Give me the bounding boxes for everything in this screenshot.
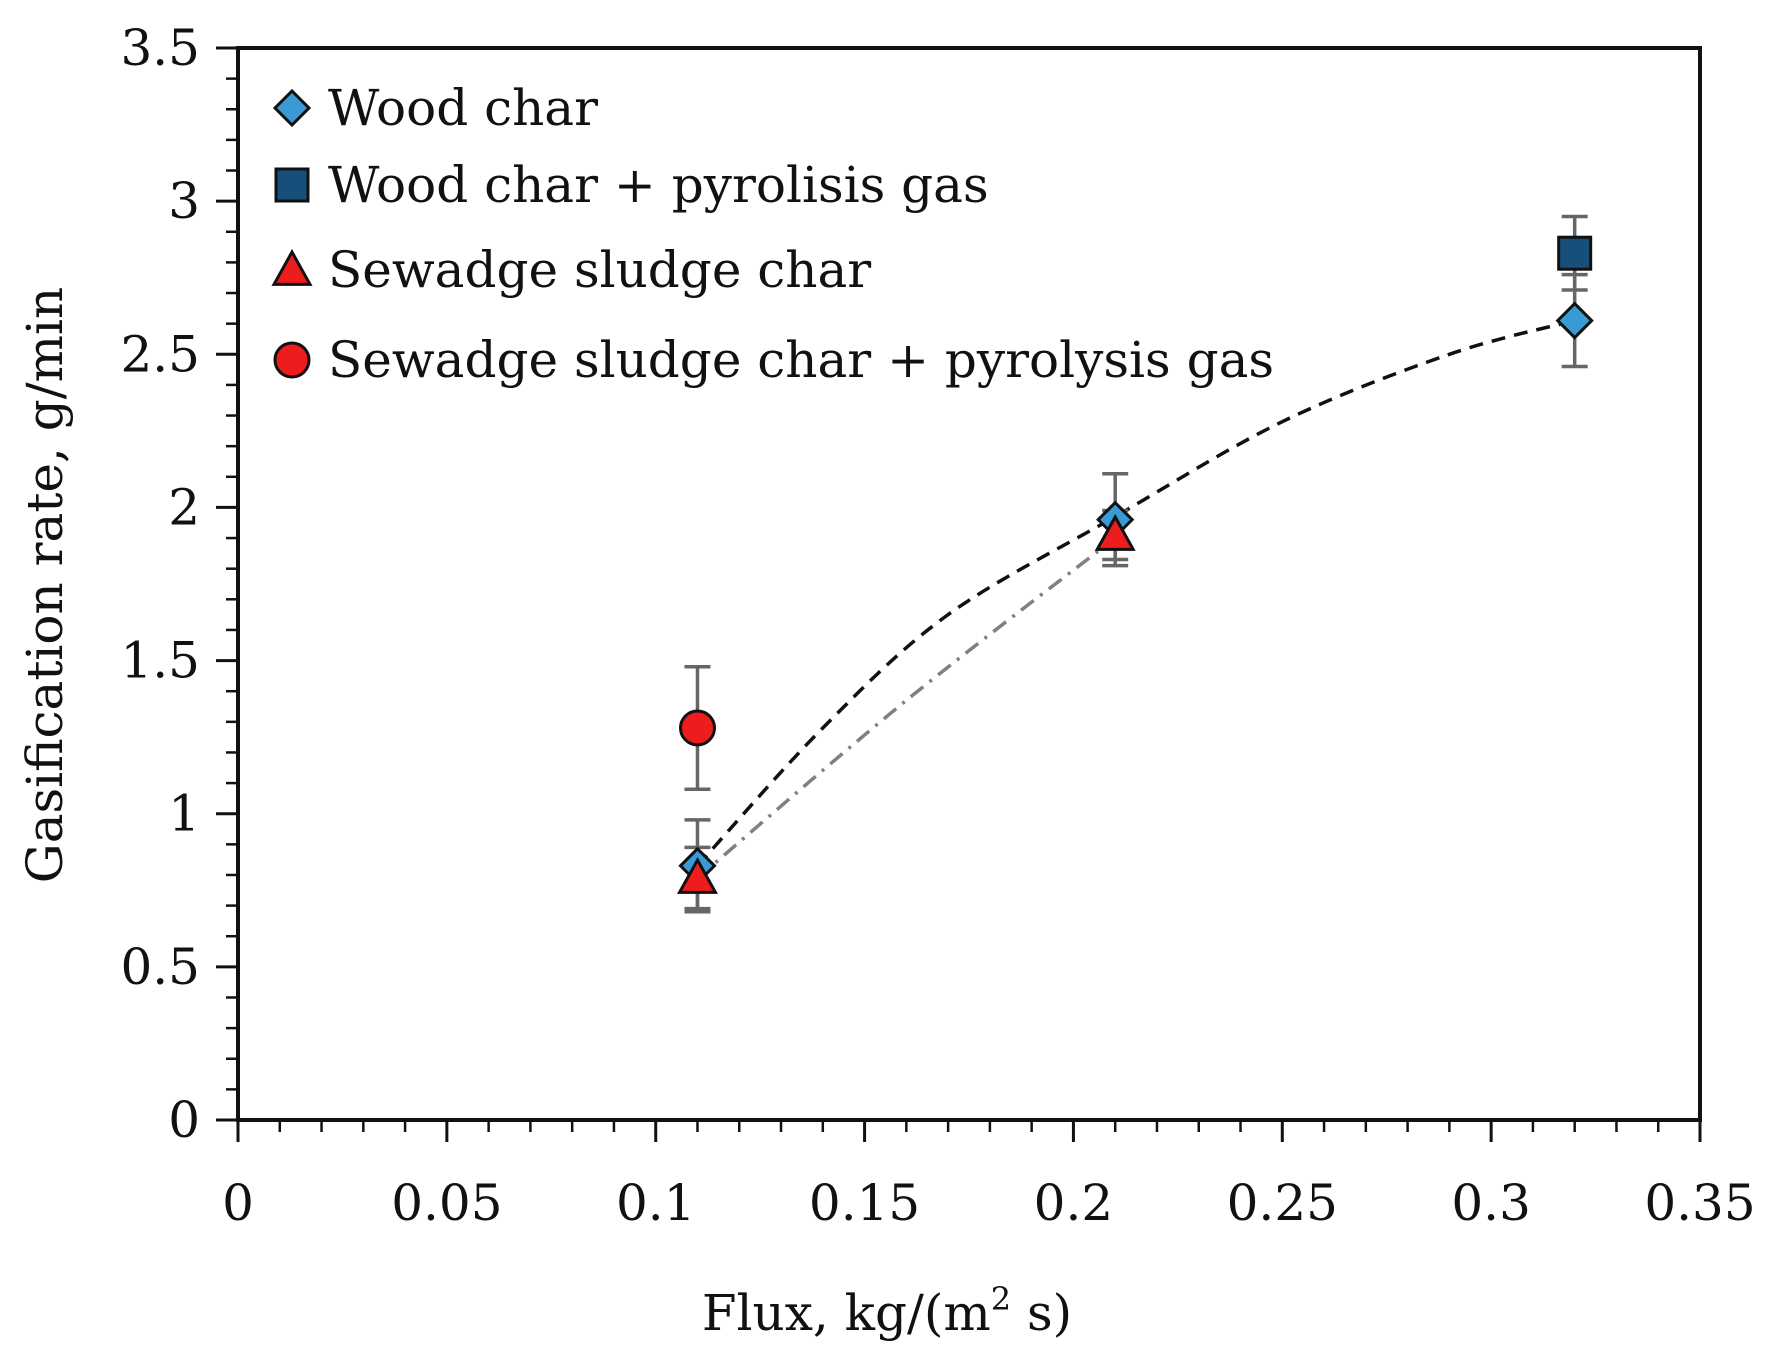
x-tick-label: 0 (222, 1174, 254, 1232)
x-tick-label: 0.15 (809, 1174, 920, 1232)
y-tick-label: 2.5 (120, 325, 200, 383)
diamond-data-point (1555, 301, 1594, 340)
x-tick-label: 0.2 (1034, 1174, 1114, 1232)
y-tick-labels: 0 0.5 1 1.5 2 2.5 3 3.5 (120, 19, 200, 1149)
data-markers (676, 235, 1594, 894)
legend-square-icon (274, 167, 310, 203)
x-tick-label: 0.25 (1227, 1174, 1338, 1232)
sludge-char-trend (696, 536, 1117, 880)
circle-data-point (678, 709, 716, 747)
y-tick-label: 3.5 (120, 19, 200, 77)
legend-item: Sewadge sludge char + pyrolysis gas (273, 331, 1274, 389)
legend-label: Wood char + pyrolisis gas (328, 156, 989, 214)
axis-ticks (216, 46, 1702, 1142)
legend-diamond-icon (272, 88, 312, 128)
trendlines (696, 318, 1576, 880)
legend-item: Sewadge sludge char (271, 241, 871, 299)
legend-label: Sewadge sludge char (328, 241, 871, 299)
x-tick-label: 0.1 (616, 1174, 696, 1232)
y-axis-title: Gasification rate, g/min (16, 287, 74, 883)
triangle-data-point (676, 856, 719, 894)
x-axis-title: Flux, kg/(m2 s) (702, 1280, 1072, 1342)
y-tick-label: 1 (168, 785, 200, 843)
legend: Wood char Wood char + pyrolisis gas Sewadg… (271, 79, 1274, 389)
plot-frame (236, 46, 1702, 1122)
x-tick-labels: 0 0.05 0.1 0.15 0.2 0.25 0.3 0.35 (222, 1174, 1756, 1232)
x-tick-label: 0.3 (1451, 1174, 1531, 1232)
y-tick-label: 2 (168, 478, 200, 536)
x-tick-label: 0.05 (391, 1174, 502, 1232)
error-bars (684, 214, 1588, 914)
y-tick-label: 0.5 (120, 938, 200, 996)
y-tick-label: 1.5 (120, 632, 200, 690)
triangle-data-point (1094, 513, 1136, 551)
legend-label: Wood char (328, 79, 598, 137)
wood-char-trend (696, 318, 1576, 867)
legend-label: Sewadge sludge char + pyrolysis gas (328, 331, 1274, 389)
legend-item: Wood char + pyrolisis gas (274, 156, 989, 214)
legend-triangle-icon (271, 248, 313, 286)
legend-circle-icon (273, 341, 311, 379)
legend-item: Wood char (272, 79, 598, 137)
square-data-point (1557, 235, 1593, 271)
y-tick-label: 3 (168, 172, 200, 230)
y-tick-label: 0 (168, 1091, 200, 1149)
x-tick-label: 0.35 (1644, 1174, 1755, 1232)
